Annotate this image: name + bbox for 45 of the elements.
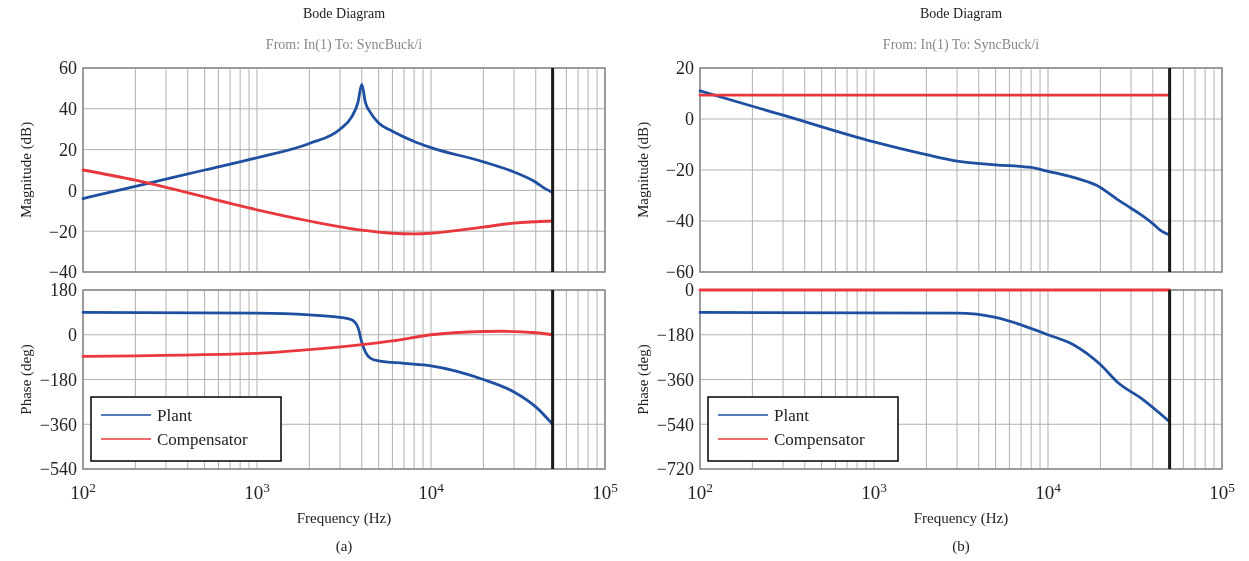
y-axis-title: Magnitude (dB) [18, 121, 35, 219]
y-tick-label: 0 [68, 325, 77, 346]
y-tick-label: 60 [59, 58, 77, 79]
x-tick-label: 10$^{2}$ [687, 479, 713, 503]
x-tick-label: 10$^{5}$ [1209, 479, 1236, 503]
x-tick-label: 10$^{3}$ [244, 479, 271, 503]
y-tick-label: −360 [39, 414, 77, 435]
legend-label: Plant [157, 405, 193, 425]
x-tick-label: 10$^{4}$ [418, 479, 445, 503]
y-tick-label: 20 [676, 58, 694, 79]
text: (a) [335, 538, 353, 555]
y-axis-title: Phase (deg) [635, 344, 652, 415]
chart-title: Bode Diagram [302, 6, 386, 21]
y-tick-label: 0 [685, 109, 694, 130]
legend-label: Compensator [774, 429, 865, 449]
y-tick-label: −60 [665, 262, 694, 283]
y-tick-label: −540 [656, 414, 694, 435]
y-tick-label: −360 [656, 369, 694, 390]
y-tick-label: −40 [665, 211, 694, 232]
chart-subtitle: From: In(1) To: SyncBuck/i [882, 37, 1040, 53]
chart-title: Bode Diagram [919, 6, 1003, 21]
y-tick-label: −720 [656, 459, 694, 480]
y-tick-label: −20 [665, 160, 694, 181]
text: (b) [952, 538, 970, 555]
y-axis-title: Phase (deg) [18, 344, 35, 415]
y-tick-label: 180 [50, 280, 77, 301]
y-tick-label: 40 [59, 99, 77, 120]
y-tick-label: −540 [39, 459, 77, 480]
legend-label: Compensator [157, 429, 248, 449]
y-axis-title: Magnitude (dB) [635, 121, 652, 219]
legend-label: Plant [774, 405, 810, 425]
x-tick-label: 10$^{2}$ [70, 479, 96, 503]
y-tick-label: −20 [48, 221, 77, 242]
y-tick-label: −40 [48, 262, 77, 283]
y-tick-label: 0 [685, 280, 694, 301]
y-tick-label: 0 [68, 180, 77, 201]
y-tick-label: −180 [39, 369, 77, 390]
x-tick-label: 10$^{5}$ [592, 479, 619, 503]
x-axis-title: Frequency (Hz) [296, 510, 392, 527]
x-tick-label: 10$^{4}$ [1035, 479, 1062, 503]
x-axis-title: Frequency (Hz) [913, 510, 1009, 527]
y-tick-label: −180 [656, 325, 694, 346]
x-tick-label: 10$^{3}$ [861, 479, 888, 503]
chart-subtitle: From: In(1) To: SyncBuck/i [265, 37, 423, 53]
y-tick-label: 20 [59, 139, 77, 160]
